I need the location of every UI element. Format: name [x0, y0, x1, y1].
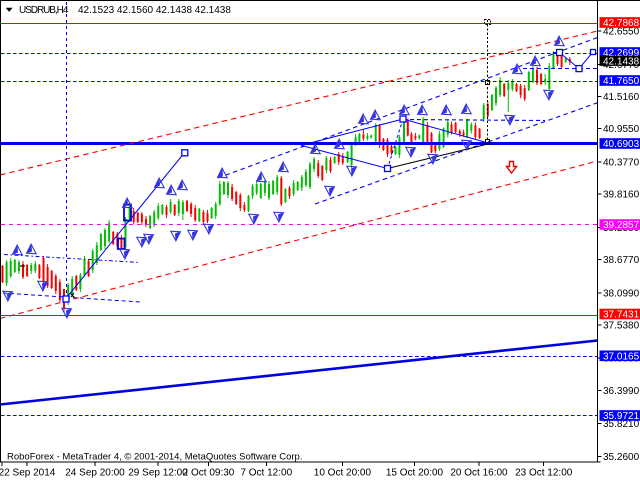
svg-text:36.3990: 36.3990 — [603, 386, 640, 397]
svg-text:35.8210: 35.8210 — [603, 419, 640, 430]
svg-text:39.8160: 39.8160 — [603, 190, 640, 201]
svg-text:2 Oct 09:30: 2 Oct 09:30 — [183, 468, 235, 479]
svg-text:37.5380: 37.5380 — [603, 321, 640, 332]
svg-text:42.7868: 42.7868 — [603, 18, 640, 29]
svg-text:40.9550: 40.9550 — [603, 124, 640, 135]
svg-text:37.7431: 37.7431 — [603, 310, 640, 321]
svg-text:40.3770: 40.3770 — [603, 157, 640, 168]
svg-text:22 Sep 2014: 22 Sep 2014 — [0, 468, 56, 479]
svg-text:42.6550: 42.6550 — [603, 27, 640, 38]
svg-text:42.2699: 42.2699 — [603, 48, 640, 59]
svg-text:41.7650: 41.7650 — [603, 76, 640, 87]
svg-text:39.2857: 39.2857 — [603, 220, 640, 231]
svg-text:24 Sep 20:00: 24 Sep 20:00 — [65, 468, 125, 479]
svg-text:37.0165: 37.0165 — [603, 351, 640, 362]
svg-text:42.1438: 42.1438 — [603, 56, 640, 67]
svg-text:35.2600: 35.2600 — [603, 452, 640, 463]
svg-text:42.1523 42.1560 42.1438 42.143: 42.1523 42.1560 42.1438 42.1438 — [78, 5, 231, 16]
svg-text:23 Oct 12:00: 23 Oct 12:00 — [515, 468, 573, 479]
svg-text:20 Oct 16:00: 20 Oct 16:00 — [450, 468, 508, 479]
svg-text:35.9721: 35.9721 — [603, 411, 640, 422]
svg-text:29 Sep 12:00: 29 Sep 12:00 — [128, 468, 188, 479]
svg-text:38.0990: 38.0990 — [603, 288, 640, 299]
svg-text:40.6903: 40.6903 — [603, 139, 640, 150]
svg-text:38.6770: 38.6770 — [603, 255, 640, 266]
svg-text:USDRUB,H4: USDRUB,H4 — [19, 5, 69, 16]
svg-text:10 Oct 20:00: 10 Oct 20:00 — [314, 468, 372, 479]
svg-text:41.5160: 41.5160 — [603, 92, 640, 103]
svg-text:7 Oct 12:00: 7 Oct 12:00 — [240, 468, 292, 479]
svg-text:RoboForex - MetaTrader 4, © 20: RoboForex - MetaTrader 4, © 2001-2014, M… — [7, 452, 302, 463]
svg-text:15 Oct 20:00: 15 Oct 20:00 — [386, 468, 444, 479]
